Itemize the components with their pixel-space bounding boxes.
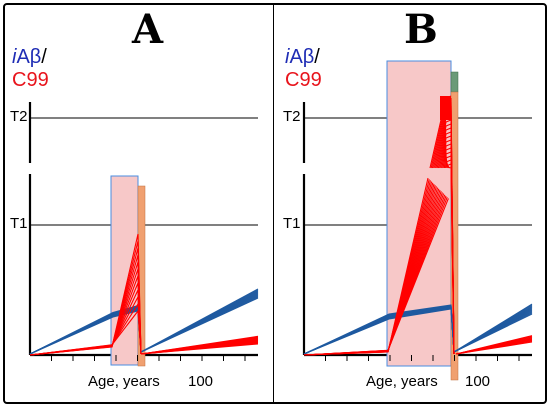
iabeta-curve [303,304,455,355]
panel-a-y-label-c99: C99 [12,69,49,91]
panel-b-orange-bar [450,91,459,381]
panel-a-y-label-iabeta: iAβ/ [12,46,47,68]
panel-a-threshold-t2-label: T2 [10,108,28,125]
panel-b-x-axis-label: Age, years [366,373,438,390]
panel-b-threshold-t2-label: T2 [283,108,301,125]
panel-a-x-ticks [51,355,246,361]
panel-divider [273,3,274,404]
panel-b-y-label-iabeta: iAβ/ [285,46,320,68]
c99-curve [450,165,455,355]
panel-a-graphics [28,102,259,367]
c99-curve [140,335,259,355]
panel-b-graphics [302,60,533,381]
panel-b-x-ticks [325,355,520,361]
panel-a-x-tick-100: 100 [188,373,214,390]
c99-curve [303,198,449,356]
panel-b-x-tick-100: 100 [465,373,491,390]
panel-b-green-bar [450,71,459,93]
panel-b-c99-curves [303,95,533,356]
panel-a-c99-curves [29,233,259,356]
c99-curve [441,135,452,169]
c99-curve [439,127,452,169]
c99-curve [436,119,452,169]
c99-curve [443,143,452,169]
c99-peak-block [440,96,451,120]
c99-curve [445,159,452,169]
c99-curve [29,309,142,356]
panel-b-title: B [404,6,438,53]
iabeta-curve [453,303,533,353]
panel-a-title: A [132,6,164,53]
c99-curve [455,335,533,355]
figure-frame [3,3,547,404]
panel-b-threshold-t1-label: T1 [283,215,301,232]
panel-b-iabeta-curves [303,303,533,355]
c99-curve [440,131,452,169]
iabeta-curve [140,288,259,353]
c99-curve [437,123,452,169]
panel-b-y-label-c99: C99 [285,69,322,91]
c99-curve [444,163,452,169]
panel-a-x-axis-label: Age, years [88,373,160,390]
c99-curve [442,139,452,169]
panel-a-threshold-t1-label: T1 [10,215,28,232]
